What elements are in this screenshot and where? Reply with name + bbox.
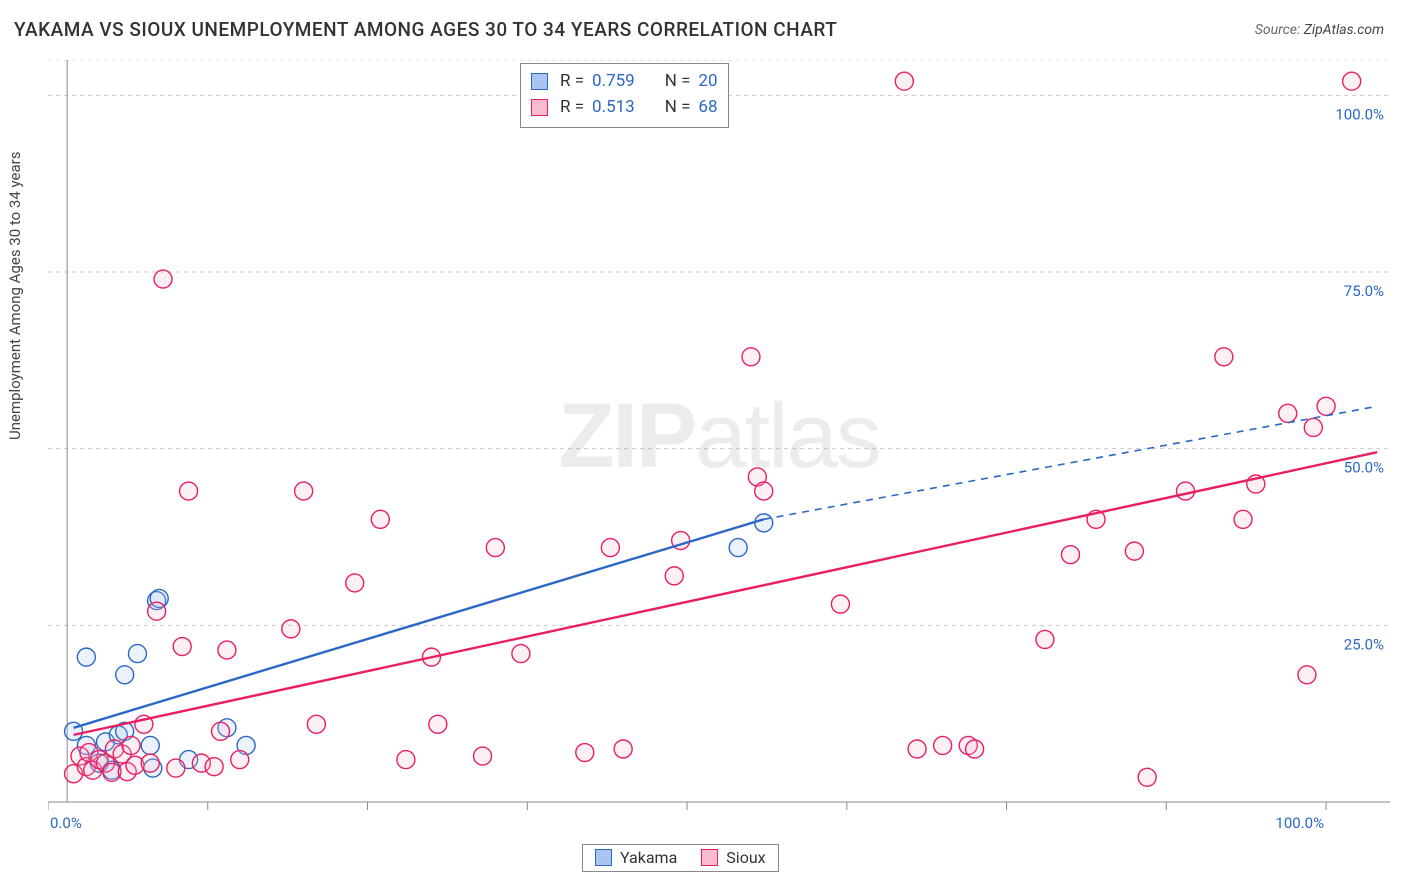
data-point [231, 751, 249, 769]
data-point [1138, 768, 1156, 786]
data-point [371, 510, 389, 528]
data-point [512, 645, 530, 663]
scatter-plot-svg: 25.0% 50.0% 75.0% 100.0% 0.0% 100.0% [48, 60, 1390, 830]
svg-text:100.0%: 100.0% [1275, 814, 1324, 830]
source-label: Source: [1255, 22, 1304, 38]
swatch-icon [531, 99, 548, 116]
r-label: R = [560, 68, 584, 94]
data-point [1177, 482, 1195, 500]
svg-text:50.0%: 50.0% [1344, 459, 1384, 477]
data-point [180, 482, 198, 500]
legend-label: Yakama [620, 848, 677, 867]
data-point [1061, 546, 1079, 564]
chart-title: YAKAMA VS SIOUX UNEMPLOYMENT AMONG AGES … [14, 18, 837, 41]
data-point [141, 736, 159, 754]
data-point [116, 666, 134, 684]
data-point [1125, 542, 1143, 560]
stats-row: R = 0.513 N = 68 [531, 94, 718, 120]
data-point [397, 751, 415, 769]
data-point [601, 539, 619, 557]
n-value: 68 [698, 94, 717, 120]
data-point [141, 754, 159, 772]
stats-row: R = 0.759 N = 20 [531, 68, 718, 94]
data-point [934, 736, 952, 754]
trend-line-extrapolated [764, 406, 1377, 519]
data-point [295, 482, 313, 500]
svg-text:100.0%: 100.0% [1335, 105, 1384, 123]
r-value: 0.759 [592, 68, 635, 94]
data-point [282, 620, 300, 638]
data-point [665, 567, 683, 585]
data-point [1215, 348, 1233, 366]
trend-line [74, 519, 764, 727]
data-point [1304, 418, 1322, 436]
swatch-icon [531, 73, 548, 90]
source-value: ZipAtlas.com [1304, 22, 1384, 38]
data-point [212, 722, 230, 740]
n-label: N = [665, 68, 691, 94]
data-point [307, 715, 325, 733]
data-point [1279, 404, 1297, 422]
data-point [755, 482, 773, 500]
data-point [429, 715, 447, 733]
y-axis-label: Unemployment Among Ages 30 to 34 years [6, 152, 24, 440]
swatch-icon [701, 849, 718, 866]
stats-legend: R = 0.759 N = 20 R = 0.513 N = 68 [520, 63, 729, 128]
swatch-icon [595, 849, 612, 866]
data-point [122, 736, 140, 754]
data-point [908, 740, 926, 758]
data-point [576, 744, 594, 762]
series-legend: Yakama Sioux [582, 844, 779, 872]
svg-text:0.0%: 0.0% [50, 814, 82, 830]
plot-area: 25.0%50.0%75.0%100.0%0.0%100.0% ZIPatlas… [48, 60, 1390, 830]
data-point [742, 348, 760, 366]
data-point [346, 574, 364, 592]
data-point [729, 539, 747, 557]
data-point [205, 758, 223, 776]
svg-text:25.0%: 25.0% [1344, 635, 1384, 653]
data-point [486, 539, 504, 557]
data-point [831, 595, 849, 613]
data-point [1343, 72, 1361, 90]
data-point [966, 740, 984, 758]
data-point [474, 747, 492, 765]
trend-line [74, 452, 1378, 735]
data-point [148, 602, 166, 620]
legend-item: Yakama [595, 848, 677, 867]
data-point [218, 641, 236, 659]
source-attribution: Source: ZipAtlas.com [1255, 22, 1384, 38]
data-point [173, 638, 191, 656]
n-label: N = [665, 94, 691, 120]
n-value: 20 [698, 68, 717, 94]
legend-item: Sioux [701, 848, 765, 867]
legend-label: Sioux [726, 848, 765, 867]
data-point [755, 514, 773, 532]
chart-container: YAKAMA VS SIOUX UNEMPLOYMENT AMONG AGES … [0, 0, 1406, 892]
data-point [1317, 397, 1335, 415]
svg-text:75.0%: 75.0% [1344, 282, 1384, 300]
data-point [1036, 630, 1054, 648]
data-point [614, 740, 632, 758]
data-point [77, 648, 95, 666]
data-point [154, 270, 172, 288]
data-point [128, 645, 146, 663]
data-point [167, 759, 185, 777]
r-value: 0.513 [592, 94, 635, 120]
data-point [1234, 510, 1252, 528]
data-point [895, 72, 913, 90]
r-label: R = [560, 94, 584, 120]
data-point [1298, 666, 1316, 684]
